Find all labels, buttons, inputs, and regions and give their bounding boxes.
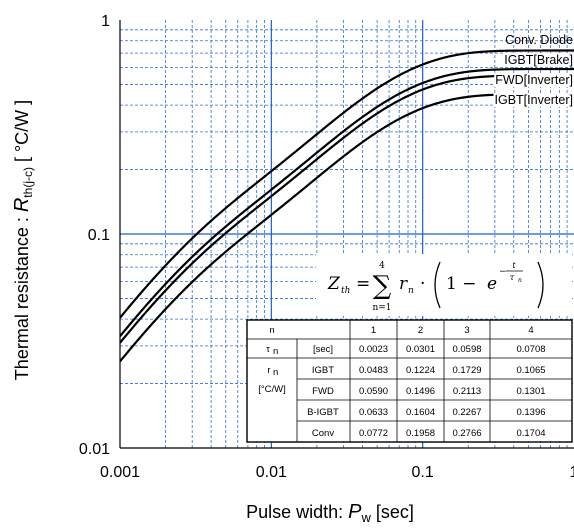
table-cell: 0.1301 [516, 386, 545, 397]
table-row-name: B-IGBT [307, 407, 339, 418]
formula-z: Z [327, 274, 341, 294]
formula-dot: · [420, 274, 425, 294]
formula-exp-num: t [512, 261, 516, 270]
table-cell: 0.2766 [452, 428, 481, 439]
table-cell: 0.0772 [359, 428, 388, 439]
y-tick-label: 1 [101, 13, 110, 30]
table-header-col: 2 [418, 325, 423, 336]
x-axis-title: Pulse width: Pw [sec] [246, 501, 414, 525]
table-header-col: 1 [371, 325, 376, 336]
table-tau-value: 0.0598 [452, 344, 481, 355]
formula-e: e [487, 274, 497, 294]
axes [119, 20, 574, 449]
x-tick-label: 0.01 [256, 464, 287, 481]
tick-labels: 0.001 0.01 0.1 1 0.01 0.1 1 [79, 13, 574, 481]
series-label-bg [493, 93, 574, 107]
formula-sum: ∑ [373, 271, 392, 301]
formula-exp-den-sub: n [518, 277, 522, 284]
table-row-name: IGBT [312, 365, 334, 376]
series-labels: Conv. Diode IGBT[Brake] FWD[Inverter] IGBT[… [493, 33, 574, 107]
formula-equals: = [356, 274, 370, 294]
table-tau-label-sub: n [273, 346, 278, 357]
table-cell: 0.0633 [359, 407, 388, 418]
table-cell: 0.1604 [406, 407, 435, 418]
table-header-n: n [269, 325, 274, 336]
formula-paren-right [537, 261, 544, 309]
series-label-4: IGBT[Inverter] [495, 93, 574, 107]
table-cell: 0.1065 [516, 365, 545, 376]
curve-series-2 [120, 67, 574, 337]
formula-exp-den: τ [510, 273, 515, 282]
x-tick-label: 1 [570, 464, 574, 481]
table-r-label: r [267, 365, 270, 376]
table-cell: 0.0590 [359, 386, 388, 397]
series-label-bg [494, 73, 574, 87]
table-background [246, 319, 573, 443]
table-r-unit: [°C/W] [258, 384, 286, 395]
formula-exp-sign: − [499, 267, 507, 277]
table-cell: 0.1496 [406, 386, 435, 397]
y-axis-title: Thermal resistance : Rth(j-c) [ °C/W ] [11, 100, 35, 380]
series-label-3: FWD[Inverter] [495, 73, 573, 87]
formula-z-sub: th [341, 286, 350, 296]
series-label-2: IGBT[Brake] [504, 53, 573, 67]
table-row-name: FWD [312, 386, 334, 397]
table-tau-value: 0.0023 [359, 344, 388, 355]
table-cell: 0.0483 [359, 365, 388, 376]
series-label-bg [503, 53, 574, 67]
formula-sum-lower: n=1 [372, 303, 391, 313]
y-tick-label: 0.01 [79, 441, 110, 458]
formula-paren-left [434, 261, 441, 309]
formula-one-minus: 1 − [446, 274, 476, 294]
formula-sum-upper: 4 [379, 261, 385, 271]
table-tau-value: 0.0708 [516, 344, 545, 355]
table-cell: 0.1396 [516, 407, 545, 418]
x-tick-label: 0.001 [100, 464, 140, 481]
table-r-label-sub: n [273, 367, 278, 378]
table-cell: 0.2113 [453, 386, 481, 397]
table-tau-unit: [sec] [313, 344, 333, 355]
curve-series-1 [120, 49, 574, 319]
table-cell: 0.2267 [452, 407, 481, 418]
table-header-col: 3 [464, 325, 469, 336]
table-cell: 0.1958 [406, 428, 435, 439]
y-tick-label: 0.1 [88, 227, 110, 244]
table-cell: 0.1729 [452, 365, 481, 376]
formula-background [316, 254, 572, 316]
table-tau-label: τ [266, 344, 270, 355]
table-tau-value: 0.0301 [406, 344, 435, 355]
series-label-1: Conv. Diode [505, 33, 573, 47]
x-tick-label: 0.1 [412, 464, 434, 481]
table-header-col: 4 [528, 325, 533, 336]
table-row-name: Conv [312, 428, 334, 439]
formula-r: r [399, 274, 408, 294]
table-cell: 0.1704 [516, 428, 545, 439]
formula-r-sub: n [408, 286, 414, 296]
table-cell: 0.1224 [406, 365, 435, 376]
